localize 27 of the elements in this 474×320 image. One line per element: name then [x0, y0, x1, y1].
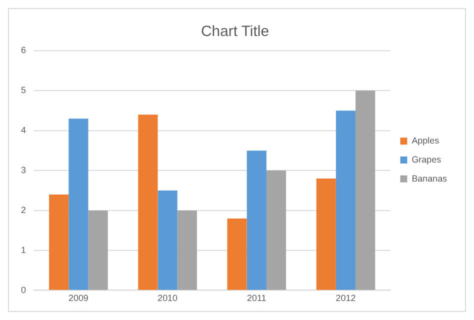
chart-title: Chart Title — [201, 24, 270, 40]
bar — [49, 194, 69, 290]
y-tick-label: 4 — [20, 125, 26, 136]
bar — [138, 114, 158, 290]
y-tick-label: 0 — [20, 284, 26, 295]
legend-label: Bananas — [412, 173, 448, 184]
bar — [158, 190, 178, 290]
legend-label: Grapes — [412, 154, 442, 164]
y-tick-label: 2 — [20, 204, 26, 215]
x-tick-label: 2009 — [68, 293, 88, 304]
bar — [246, 150, 266, 290]
bar — [356, 90, 376, 290]
legend-label: Apples — [412, 136, 440, 146]
bar — [266, 170, 286, 290]
bar — [227, 218, 247, 290]
bar — [336, 110, 356, 290]
y-tick-label: 6 — [20, 45, 26, 56]
bar — [177, 210, 197, 290]
bar — [316, 178, 336, 290]
y-tick-label: 3 — [20, 165, 26, 175]
y-tick-label: 5 — [20, 85, 26, 96]
bar — [88, 210, 108, 290]
y-tick-label: 1 — [20, 244, 26, 255]
x-tick-label: 2010 — [158, 293, 178, 304]
x-tick-label: 2012 — [336, 293, 356, 304]
bar — [68, 118, 88, 290]
x-tick-label: 2011 — [247, 293, 266, 304]
